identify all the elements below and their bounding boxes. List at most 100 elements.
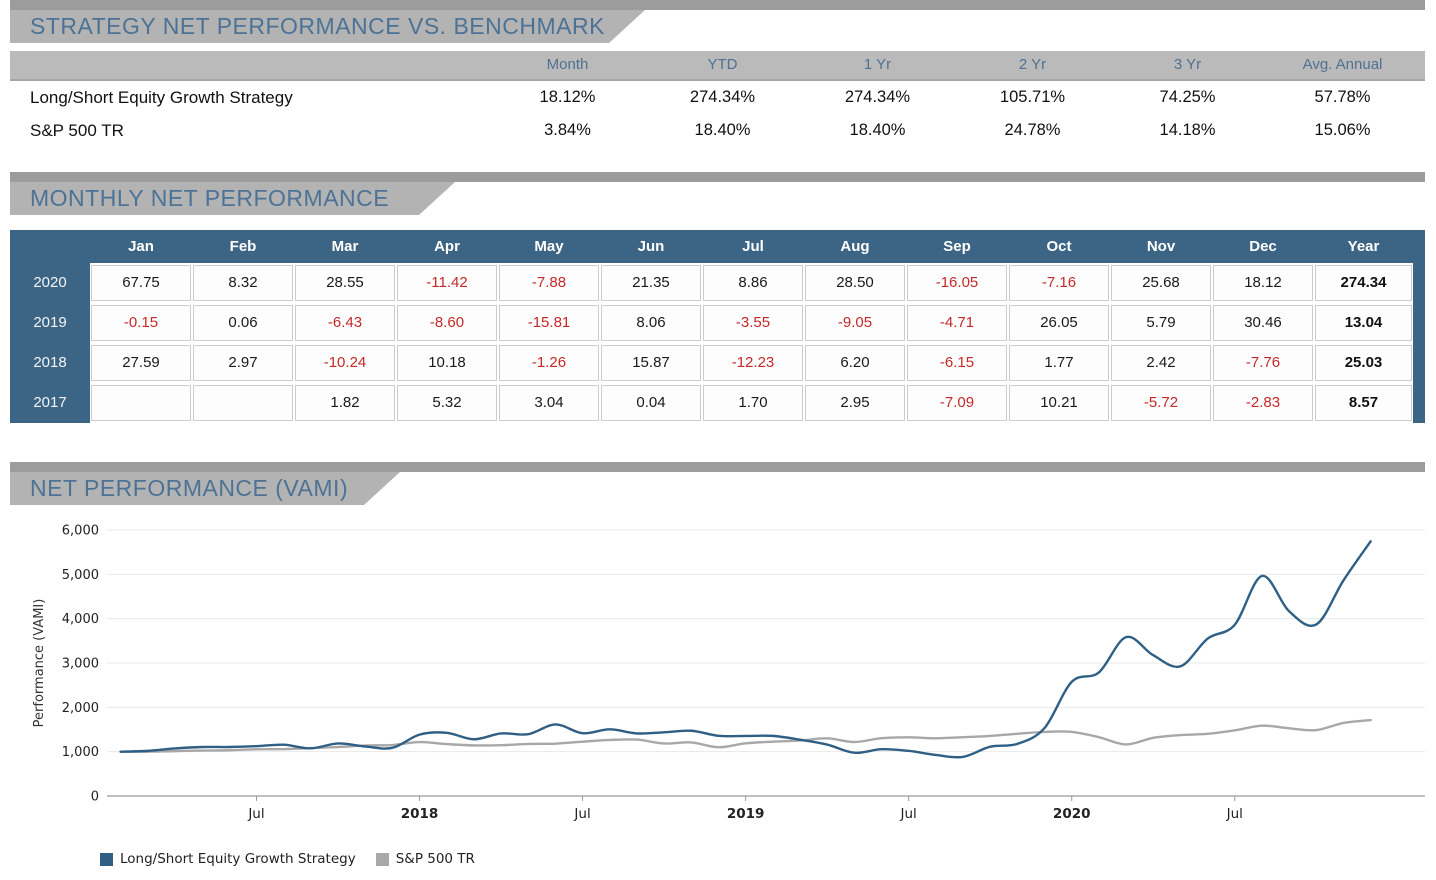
row-label: S&P 500 TR — [30, 121, 124, 140]
strategy-swatch-icon — [100, 852, 113, 866]
chart-legend: Long/Short Equity Growth Strategy S&P 50… — [100, 851, 475, 867]
month-value-cell: 1.70 — [703, 385, 803, 421]
month-value-cell: 10.18 — [397, 345, 497, 381]
month-value-cell: 15.87 — [601, 345, 701, 381]
sp500-swatch-icon — [375, 852, 389, 866]
row-label: Long/Short Equity Growth Strategy — [30, 88, 293, 107]
month-value-cell: -2.83 — [1213, 385, 1313, 421]
y-tick-label: 4,000 — [62, 612, 99, 627]
month-value-cell: 3.04 — [499, 385, 599, 421]
value-2yr: 24.78% — [1004, 121, 1061, 139]
monthly-table-row-2018: 2018 27.59 2.97 -10.24 10.18 -1.26 15.87 -12.23… — [10, 343, 1413, 383]
vami-line-chart: 0 1,000 2,000 3,000 4,000 5,000 6,000 Jul 2018 Ju… — [32, 524, 1425, 822]
value-avg-annual: 15.06% — [1314, 121, 1371, 139]
month-value-cell: 0.06 — [193, 305, 293, 341]
month-value-cell: 8.32 — [193, 265, 293, 301]
y-tick-label: 2,000 — [62, 701, 99, 716]
section-vami-header: NET PERFORMANCE (VAMI) — [10, 462, 1425, 505]
y-tick-label: 1,000 — [62, 745, 99, 760]
legend-item-strategy: Long/Short Equity Growth Strategy — [100, 851, 356, 867]
legend-label: S&P 500 TR — [395, 851, 475, 867]
month-col-header: Jul — [742, 238, 764, 255]
x-tick-label: Jul — [573, 806, 590, 822]
month-value-cell: 2.95 — [805, 385, 905, 421]
month-value-cell: 5.79 — [1111, 305, 1211, 341]
month-value-cell: -4.71 — [907, 305, 1007, 341]
monthly-table-header-row: Jan Feb Mar Apr May Jun Jul Aug Sep Oct Nov Dec Year — [10, 230, 1413, 263]
month-col-header: Year — [1347, 238, 1380, 255]
month-value-cell: -6.15 — [907, 345, 1007, 381]
benchmark-table-header-row: Month YTD 1 Yr 2 Yr 3 Yr Avg. Annual — [10, 51, 1425, 81]
x-tick-label: Jul — [1226, 806, 1243, 822]
month-value-cell: -7.76 — [1213, 345, 1313, 381]
month-value-cell: -3.55 — [703, 305, 803, 341]
section-top-strip — [10, 172, 1425, 182]
month-value-cell: -16.05 — [907, 265, 1007, 301]
monthly-table-grid: Jan Feb Mar Apr May Jun Jul Aug Sep Oct Nov Dec Year… — [10, 230, 1425, 423]
month-value-cell: -8.60 — [397, 305, 497, 341]
month-value-cell: -15.81 — [499, 305, 599, 341]
y-tick-label: 5,000 — [62, 568, 99, 583]
legend-label: Long/Short Equity Growth Strategy — [120, 851, 356, 867]
month-value-cell: 8.86 — [703, 265, 803, 301]
month-value-cell: 18.12 — [1213, 265, 1313, 301]
month-value-cell: 1.82 — [295, 385, 395, 421]
month-value-cell: 28.55 — [295, 265, 395, 301]
year-total-cell: 13.04 — [1315, 305, 1412, 341]
month-value-cell — [91, 385, 191, 421]
month-col-header: Feb — [229, 238, 257, 255]
month-value-cell: 21.35 — [601, 265, 701, 301]
month-value-cell: -7.16 — [1009, 265, 1109, 301]
y-tick-label: 6,000 — [62, 524, 99, 539]
month-value-cell: -10.24 — [295, 345, 395, 381]
col-header-month: Month — [546, 56, 589, 73]
year-total-cell: 25.03 — [1315, 345, 1412, 381]
benchmark-line — [119, 718, 1372, 753]
value-2yr: 105.71% — [999, 88, 1066, 106]
month-value-cell: 8.06 — [601, 305, 701, 341]
y-tick-label: 3,000 — [62, 657, 99, 672]
col-header-avg-annual: Avg. Annual — [1302, 56, 1383, 73]
benchmark-row-strategy: Long/Short Equity Growth Strategy 18.12%… — [10, 81, 1425, 114]
benchmark-table: Month YTD 1 Yr 2 Yr 3 Yr Avg. Annual Lon… — [10, 51, 1425, 147]
month-col-header: Jan — [128, 238, 154, 255]
month-value-cell: 2.97 — [193, 345, 293, 381]
section-monthly-header: MONTHLY NET PERFORMANCE — [10, 172, 1425, 215]
value-month: 18.12% — [539, 88, 596, 106]
col-header-2yr: 2 Yr — [1018, 56, 1047, 73]
month-value-cell: 10.21 — [1009, 385, 1109, 421]
row-year-label: 2018 — [10, 343, 90, 383]
month-value-cell: 30.46 — [1213, 305, 1313, 341]
month-value-cell: 5.32 — [397, 385, 497, 421]
y-tick-label: 0 — [91, 790, 99, 805]
corner-cell — [10, 230, 90, 263]
month-col-header: May — [534, 238, 564, 255]
section-top-strip — [10, 0, 1425, 10]
section-banner: MONTHLY NET PERFORMANCE — [10, 182, 455, 215]
month-value-cell: -7.88 — [499, 265, 599, 301]
monthly-table-row-2017: 2017 1.82 5.32 3.04 0.04 1.70 2.95 -7.09 10.21 -5… — [10, 383, 1413, 423]
row-year-label: 2017 — [10, 383, 90, 423]
value-ytd: 18.40% — [694, 121, 751, 139]
y-axis-title: Performance (VAMI) — [32, 599, 47, 728]
value-ytd: 274.34% — [689, 88, 756, 106]
month-value-cell: -5.72 — [1111, 385, 1211, 421]
header-spacer — [10, 51, 490, 79]
col-header-3yr: 3 Yr — [1173, 56, 1202, 73]
section-title-monthly: MONTHLY NET PERFORMANCE — [30, 185, 390, 211]
x-tick-label: Jul — [900, 806, 917, 822]
x-tick-label: 2020 — [1053, 806, 1091, 822]
month-value-cell: -0.15 — [91, 305, 191, 341]
month-value-cell: -11.42 — [397, 265, 497, 301]
value-month: 3.84% — [544, 121, 591, 139]
month-value-cell: 25.68 — [1111, 265, 1211, 301]
strategy-line — [119, 540, 1372, 759]
monthly-performance-table: Jan Feb Mar Apr May Jun Jul Aug Sep Oct Nov Dec Year… — [10, 230, 1425, 423]
month-value-cell: -9.05 — [805, 305, 905, 341]
value-3yr: 74.25% — [1159, 88, 1216, 106]
month-col-header: Oct — [1046, 238, 1072, 255]
section-banner: NET PERFORMANCE (VAMI) — [10, 472, 400, 505]
month-value-cell: 28.50 — [805, 265, 905, 301]
section-title-vami: NET PERFORMANCE (VAMI) — [30, 475, 349, 501]
month-value-cell: -7.09 — [907, 385, 1007, 421]
